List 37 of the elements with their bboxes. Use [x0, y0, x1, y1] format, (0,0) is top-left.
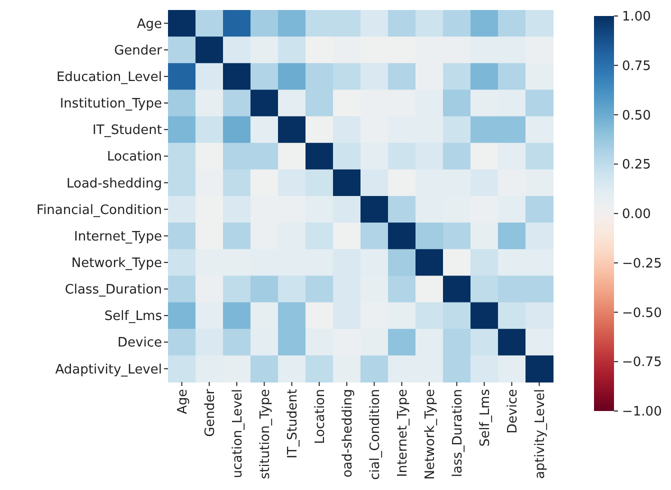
y-tick-label: IT_Student: [92, 123, 162, 138]
color-bar-label: 1.00: [622, 10, 651, 25]
x-tick-label: cial_Condition: [368, 389, 383, 480]
x-tick-label: IT_Student: [285, 389, 300, 458]
color-bar-label: −1.00: [622, 404, 662, 420]
color-bar-label: −0.75: [622, 355, 662, 370]
y-tick-label: Financial_Condition: [36, 202, 162, 218]
color-bar-label: 0.75: [622, 58, 651, 74]
y-tick-label: Internet_Type: [74, 229, 162, 244]
color-bar-label: −0.50: [622, 306, 662, 321]
y-tick-label: Adaptivity_Level: [55, 362, 162, 378]
y-tick-label: Location: [107, 150, 162, 165]
color-bar-label: 0.50: [622, 108, 651, 124]
x-tick-label: Gender: [202, 388, 218, 437]
x-tick-label: Self_Lms: [478, 388, 493, 447]
y-tick-label: Network_Type: [71, 256, 162, 271]
color-bar-label: 0.25: [622, 158, 651, 173]
x-tick-label: Internet_Type: [395, 389, 410, 477]
x-tick-label: lass_Duration: [450, 389, 466, 478]
x-tick-label: oad-shedding: [340, 389, 356, 478]
x-tick-label: Age: [175, 389, 190, 414]
x-tick-label: aptivity_Level: [532, 389, 548, 479]
y-tick-label: Class_Duration: [64, 282, 162, 298]
y-tick-label: Load-shedding: [66, 176, 162, 192]
y-tick-label: Device: [118, 336, 162, 351]
y-tick-label: Education_Level: [56, 70, 162, 85]
y-tick-label: Self_Lms: [104, 309, 162, 324]
x-tick-label: ucation_Level: [230, 389, 246, 478]
y-tick-label: Age: [136, 16, 162, 32]
x-tick-label: Location: [312, 389, 328, 444]
x-tick-label: Device: [505, 389, 520, 434]
x-tick-label: stitution_Type: [258, 389, 273, 480]
y-tick-label: Gender: [114, 43, 163, 58]
color-bar-label: 0.00: [622, 207, 651, 222]
x-tick-label: Network_Type: [422, 389, 438, 480]
color-bar-label: −0.25: [622, 256, 662, 272]
y-tick-label: Institution_Type: [60, 96, 162, 112]
